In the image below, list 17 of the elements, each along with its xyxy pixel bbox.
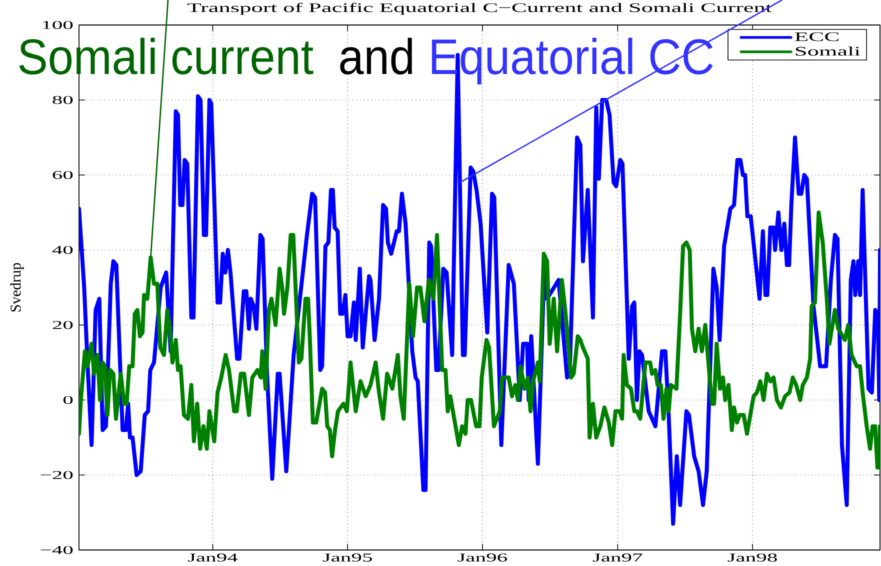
x-tick-label: Jan98 <box>728 554 777 562</box>
y-tick-label: 60 <box>52 170 73 180</box>
legend-label: ECC <box>794 32 839 42</box>
x-tick-label: Jan96 <box>458 554 508 562</box>
y-tick-label: 80 <box>52 96 73 104</box>
x-tick-label: Jan94 <box>188 554 238 562</box>
y-tick-label: 0 <box>63 396 73 404</box>
x-tick-label: Jan95 <box>322 554 372 562</box>
y-tick-label: 100 <box>42 20 73 30</box>
y-tick-label: −40 <box>40 546 73 554</box>
y-tick-label: −20 <box>40 470 73 480</box>
annotation: and <box>340 38 412 74</box>
y-tick-label: 20 <box>52 320 73 330</box>
y-tick-label: 40 <box>52 246 73 254</box>
legend-label: Somali <box>796 46 860 56</box>
y-axis-title: Svedrup <box>10 263 24 312</box>
x-tick-label: Jan97 <box>592 554 642 562</box>
